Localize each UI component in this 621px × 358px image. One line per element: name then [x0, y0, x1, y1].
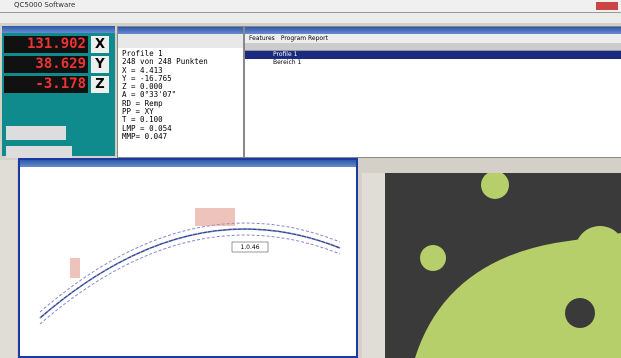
hole	[565, 298, 595, 328]
tolerance-band	[39, 222, 341, 313]
feature-list-panel: Features Program Report Profile 1 Bereich …	[244, 26, 621, 158]
info-line: 248 von 248 Punkten	[122, 57, 208, 67]
camera-view	[385, 173, 621, 358]
dro-axis[interactable]: Y	[91, 56, 109, 73]
info-line: MMP= 0.047	[122, 131, 168, 141]
info-line: Profile 1	[122, 49, 163, 58]
menu-bar[interactable]	[0, 13, 621, 23]
callout: 1.0.46	[240, 244, 259, 251]
panel-header	[20, 160, 356, 167]
nominal-profile	[39, 228, 341, 319]
panel-header	[2, 26, 115, 33]
tool-strip[interactable]	[0, 160, 17, 358]
measured-points	[39, 228, 341, 319]
playback-controls[interactable]	[6, 146, 72, 158]
info-line: RD = Remp	[122, 98, 163, 108]
panel-header	[118, 27, 243, 34]
toolbar[interactable]	[6, 126, 66, 140]
deviation	[195, 208, 235, 226]
callout-box	[231, 241, 269, 253]
panel-header	[245, 27, 621, 34]
dro-panel: 131.902 X 38.629 Y -3.178 Z	[2, 26, 115, 158]
info-line: Z = 0.000	[122, 82, 163, 92]
feature-info-panel: Profile 1 248 von 248 Punkten X = 4.413 Y =…	[117, 26, 244, 158]
info-line: T = 0.100	[122, 115, 163, 125]
tab[interactable]: Features	[249, 35, 275, 42]
camera-tool-strip[interactable]	[362, 173, 385, 358]
toolbar[interactable]	[118, 34, 243, 48]
dro-value: 131.902	[4, 36, 88, 53]
dro-row: -3.178 Z	[4, 76, 113, 93]
dro-axis[interactable]: X	[91, 36, 109, 53]
dro-axis[interactable]: Z	[91, 76, 109, 93]
profile-plot: 1.0.46	[39, 208, 341, 325]
window-buttons[interactable]	[596, 2, 618, 10]
feature-row[interactable]: Bereich 1	[273, 59, 302, 66]
dro-row: 38.629 Y	[4, 56, 113, 73]
hole	[481, 173, 509, 199]
deviation	[70, 258, 80, 278]
info-line: LMP = 0.054	[122, 123, 172, 133]
info-line: X = 4.413	[122, 65, 163, 75]
profile-window: 1.0.46	[18, 158, 358, 358]
hole	[420, 245, 446, 271]
info-line: PP = XY	[122, 107, 154, 117]
dro-row: 131.902 X	[4, 36, 113, 53]
info-line: A = 0°33'07"	[122, 90, 177, 100]
window-title: QC5000 Software	[14, 1, 76, 9]
title-bar: QC5000 Software	[0, 0, 621, 13]
dro-value: 38.629	[4, 56, 88, 73]
hole	[575, 226, 621, 276]
table-header	[245, 43, 621, 51]
dro-value: -3.178	[4, 76, 88, 93]
tab[interactable]: Program Report	[280, 35, 328, 42]
part-surface	[415, 233, 621, 358]
tolerance-band	[39, 234, 341, 325]
feature-row[interactable]: Profile 1	[245, 51, 621, 59]
info-line: Y = -16.765	[122, 73, 172, 83]
